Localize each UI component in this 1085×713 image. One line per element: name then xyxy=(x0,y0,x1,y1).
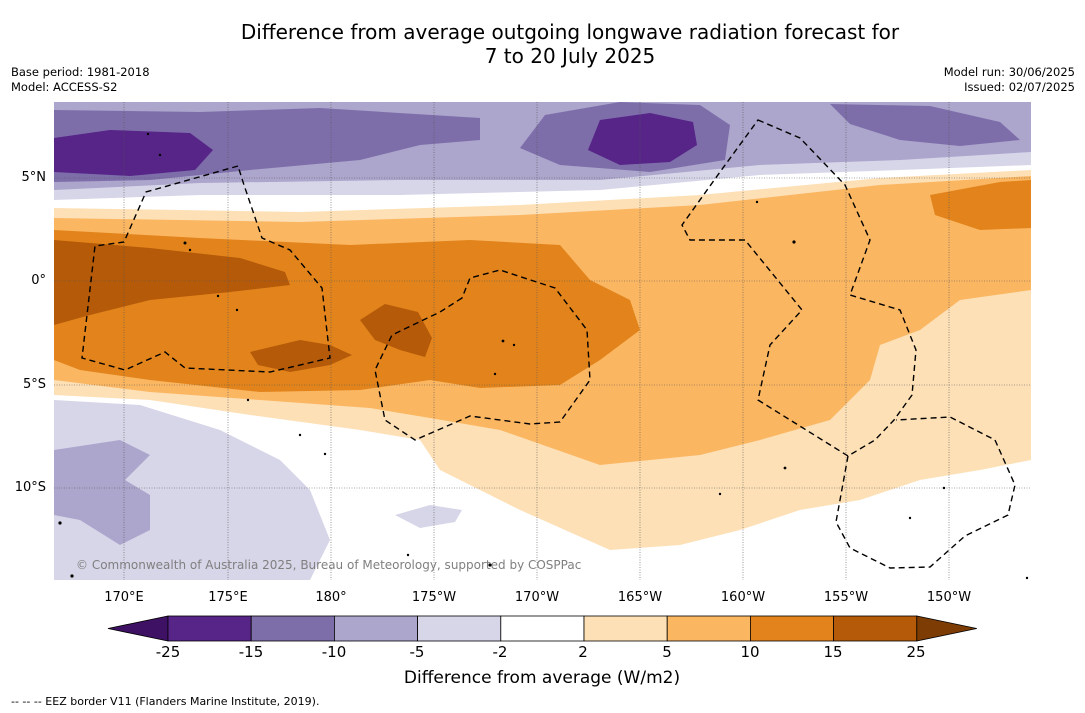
title-line-1: Difference from average outgoing longwav… xyxy=(240,20,900,44)
cbar-tick: 25 xyxy=(906,643,926,661)
meta-right: Model run: 30/06/2025 Issued: 02/07/2025 xyxy=(944,65,1075,95)
contour-pos-max-3 xyxy=(250,340,352,372)
cbar-tick: 5 xyxy=(662,643,672,661)
lon-label-175w: 175°W xyxy=(411,590,457,605)
lon-label-170e: 170°E xyxy=(104,590,144,605)
model-run: Model run: 30/06/2025 xyxy=(943,65,1075,79)
model-name: Model: ACCESS-S2 xyxy=(11,80,118,94)
colorbar-segment xyxy=(500,615,585,642)
lat-label-5s: 5°S xyxy=(22,377,46,392)
contour-pos-max-2 xyxy=(360,304,432,357)
colorbar-segment xyxy=(333,615,418,642)
colorbar-segment xyxy=(250,615,335,642)
colorbar-label: Difference from average (W/m2) xyxy=(403,668,681,688)
cbar-tick: -10 xyxy=(321,643,347,661)
contour-neg-strong-north-2 xyxy=(588,113,697,165)
lon-label-175e: 175°E xyxy=(208,590,248,605)
lon-label-155w: 155°W xyxy=(823,590,869,605)
issued-date: Issued: 02/07/2025 xyxy=(964,80,1075,94)
lon-label-165w: 165°W xyxy=(617,590,663,605)
copyright-notice: © Commonwealth of Australia 2025, Bureau… xyxy=(76,558,582,572)
contour-neg-strong-north xyxy=(54,130,213,176)
contour-pos-max xyxy=(54,240,290,325)
meta-left: Base period: 1981-2018 Model: ACCESS-S2 xyxy=(11,65,150,95)
colorbar-segment xyxy=(750,615,835,642)
lon-label-170w: 170°W xyxy=(514,590,560,605)
colorbar-segment xyxy=(167,615,252,642)
lon-label-150w: 150°W xyxy=(926,590,972,605)
contour-neg-mid-south xyxy=(54,440,150,545)
islands xyxy=(58,132,1029,580)
eez-legend-note: -- -- -- EEZ border V11 (Flanders Marine… xyxy=(11,695,320,708)
cbar-tick: -25 xyxy=(155,643,181,661)
cbar-tick: -15 xyxy=(238,643,264,661)
cbar-tick: 2 xyxy=(578,643,588,661)
colorbar-segment xyxy=(417,615,502,642)
cbar-tick: 15 xyxy=(823,643,843,661)
colorbar-segment xyxy=(666,615,751,642)
chart-title: Difference from average outgoing longwav… xyxy=(0,20,1085,68)
graticule xyxy=(54,102,1031,580)
map-plot-area xyxy=(54,102,1031,580)
contour-neg-light-south-2 xyxy=(395,505,462,528)
colorbar-segment xyxy=(583,615,668,642)
contour-pos-strong-east xyxy=(930,180,1031,230)
lat-label-5n: 5°N xyxy=(21,170,47,185)
cbar-tick: -2 xyxy=(492,643,508,661)
lat-label-0: 0° xyxy=(31,273,46,288)
colorbar-extend-high xyxy=(916,615,977,642)
contour-neg-dark-north-3 xyxy=(830,104,1020,146)
base-period: Base period: 1981-2018 xyxy=(11,65,150,79)
title-line-2: 7 to 20 July 2025 xyxy=(484,44,656,68)
lon-label-180: 180° xyxy=(315,590,347,605)
cbar-tick: -5 xyxy=(409,643,425,661)
lon-label-160w: 160°W xyxy=(720,590,766,605)
eez-borders xyxy=(81,119,1016,569)
colorbar-extend-low xyxy=(107,615,169,642)
cbar-tick: 10 xyxy=(740,643,760,661)
colorbar-segment xyxy=(833,615,918,642)
lat-label-10s: 10°S xyxy=(14,480,46,495)
